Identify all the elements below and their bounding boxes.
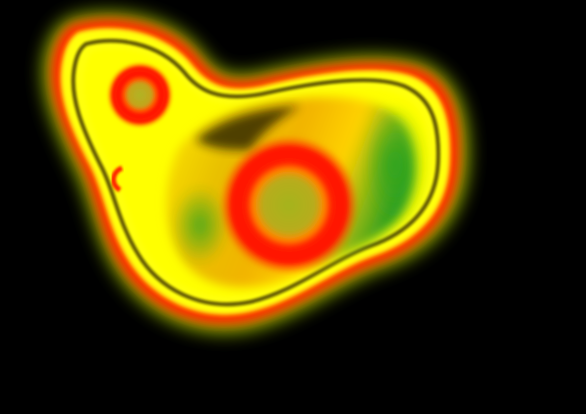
green-patch-right: [363, 105, 427, 225]
cavity-shadow: [196, 106, 300, 150]
small-red-arc: [111, 165, 124, 193]
small-red-ring: [106, 61, 174, 129]
large-red-ring: [219, 135, 359, 275]
green-patch-left: [172, 185, 228, 265]
dark-inner-rim: [71, 38, 441, 307]
